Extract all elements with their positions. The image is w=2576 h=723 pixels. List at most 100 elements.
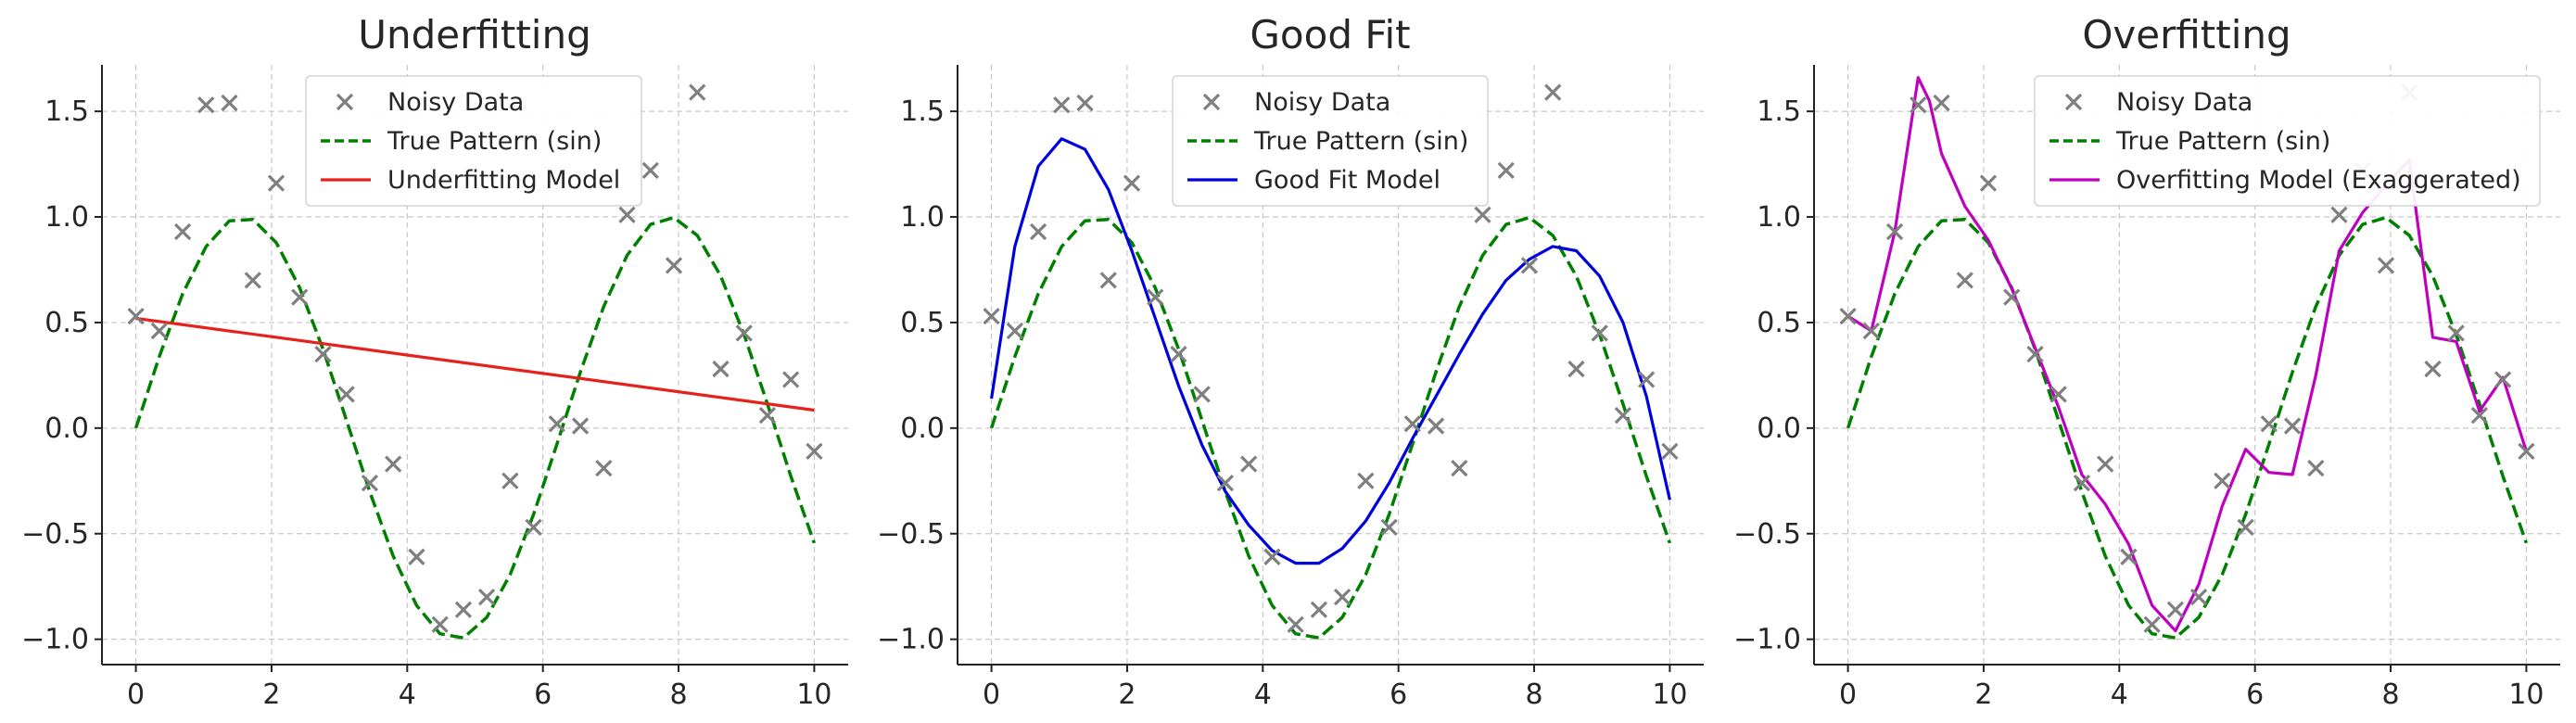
x-tick-label: 2 <box>1118 679 1136 711</box>
data-point <box>1287 615 1304 633</box>
data-point <box>150 322 168 340</box>
marker-stroke <box>1474 206 1491 223</box>
y-tick-label: −1.0 <box>877 624 945 656</box>
y-tick-label: 1.5 <box>44 95 89 128</box>
legend-entry: Underfitting Model <box>321 166 620 195</box>
marker-stroke <box>2214 472 2231 489</box>
panel-title: Good Fit <box>1250 12 1410 57</box>
marker-stroke <box>1263 548 1281 565</box>
y-tick-label: 1.0 <box>44 201 89 234</box>
line-series-layer <box>133 215 817 640</box>
x-tick-label: 10 <box>1652 679 1687 711</box>
legend-frame <box>2034 75 2541 207</box>
data-point <box>221 94 238 112</box>
legend-label: True Pattern (sin) <box>387 127 602 156</box>
marker-stroke <box>127 307 145 325</box>
marker-stroke <box>806 442 823 461</box>
marker-stroke <box>2166 601 2185 618</box>
legend: Noisy Data True Pattern (sin) Underfitting… <box>305 75 642 207</box>
marker-stroke <box>454 601 473 618</box>
data-point <box>1497 161 1515 180</box>
data-point <box>1451 459 1468 477</box>
data-point <box>267 174 286 192</box>
data-point <box>2026 345 2044 363</box>
marker-stroke <box>1956 272 1973 289</box>
marker-stroke <box>1006 322 1023 340</box>
legend-label: Noisy Data <box>2116 88 2252 117</box>
marker-stroke <box>2189 588 2208 606</box>
marker-stroke <box>758 407 777 425</box>
x-tick-label: 4 <box>399 679 416 711</box>
marker-stroke <box>1170 345 1187 363</box>
legend-entry: True Pattern (sin) <box>321 127 602 156</box>
marker-stroke <box>1839 307 1857 325</box>
data-point <box>2283 417 2302 435</box>
marker-stroke <box>2494 371 2512 388</box>
data-point <box>1933 94 1950 112</box>
marker-stroke <box>477 588 496 606</box>
marker-stroke <box>2470 407 2489 425</box>
true-pattern-line <box>133 215 817 640</box>
data-point <box>571 417 590 435</box>
data-point <box>1885 222 1904 241</box>
model-line <box>135 316 815 412</box>
legend-entry: Noisy Data <box>1202 88 1390 117</box>
x-tick-label: 8 <box>1525 679 1542 711</box>
data-point <box>2214 472 2231 489</box>
data-point <box>1591 324 1608 342</box>
data-point <box>782 371 800 388</box>
legend-label: Good Fit Model <box>1254 166 1440 195</box>
data-point <box>1099 272 1117 289</box>
data-point <box>1403 415 1421 433</box>
data-point <box>2097 455 2114 473</box>
data-point <box>1380 518 1398 537</box>
data-point <box>1979 174 1998 192</box>
x-tick-label: 6 <box>534 679 552 711</box>
data-point <box>431 615 449 633</box>
data-point <box>1123 174 1141 192</box>
y-tick-label: 0.0 <box>1757 412 1801 445</box>
data-point <box>197 96 215 114</box>
data-point <box>1357 472 1375 489</box>
marker-stroke <box>2260 415 2278 433</box>
panel-title: Overfitting <box>2082 12 2290 57</box>
marker-stroke <box>525 518 542 537</box>
marker-stroke <box>712 360 730 378</box>
marker-stroke <box>2003 288 2021 306</box>
data-point <box>665 257 683 274</box>
model-line <box>990 137 1671 565</box>
marker-stroke <box>1193 386 1211 403</box>
marker-stroke <box>1614 407 1632 425</box>
x-tick-label: 0 <box>1839 679 1857 711</box>
y-tick-label: −1.0 <box>1733 624 1801 656</box>
data-point <box>1240 455 1258 473</box>
marker-stroke <box>1202 93 1221 111</box>
data-point <box>2494 371 2512 388</box>
data-point <box>595 459 613 477</box>
marker-stroke <box>2143 615 2161 633</box>
y-tick-label: 1.0 <box>1757 201 1801 234</box>
marker-stroke <box>501 472 519 489</box>
marker-stroke <box>1357 472 1375 489</box>
legend-entry: True Pattern (sin) <box>2049 127 2330 156</box>
data-point <box>758 407 777 425</box>
data-point <box>1310 601 1328 618</box>
marker-stroke <box>983 307 1000 325</box>
marker-stroke <box>314 345 332 363</box>
data-point <box>689 83 706 101</box>
data-point <box>2189 588 2208 606</box>
x-tick-label: 8 <box>669 679 687 711</box>
data-point <box>454 601 473 618</box>
data-point <box>1839 307 1857 325</box>
data-point <box>2073 474 2091 492</box>
data-point <box>1614 407 1632 425</box>
marker-stroke <box>1403 415 1421 433</box>
marker-stroke <box>1310 601 1328 618</box>
x-tick-label: 10 <box>2508 679 2544 711</box>
legend-label: Overfitting Model (Exaggerated) <box>2116 166 2521 195</box>
marker-stroke <box>2447 324 2465 342</box>
grid <box>958 65 1704 665</box>
data-point <box>2518 442 2535 461</box>
x-tick-label: 4 <box>1254 679 1272 711</box>
y-tick-label: 1.0 <box>900 201 945 234</box>
